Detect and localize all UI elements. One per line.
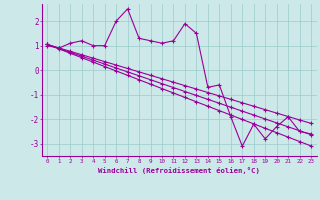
X-axis label: Windchill (Refroidissement éolien,°C): Windchill (Refroidissement éolien,°C) <box>98 167 260 174</box>
